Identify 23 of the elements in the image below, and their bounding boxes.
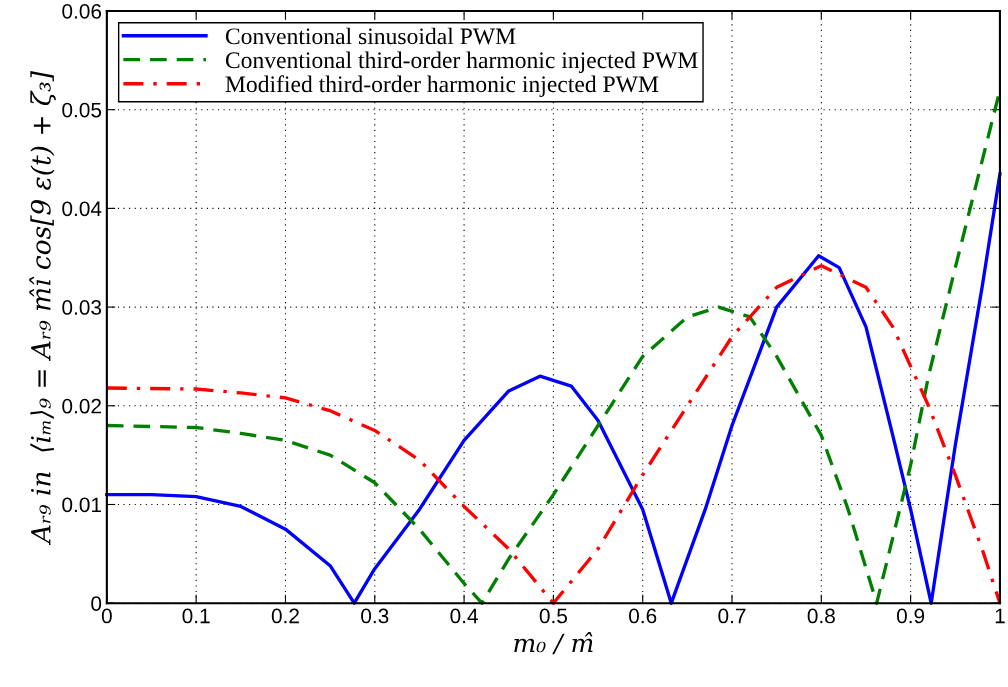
y-axis-title: Aᵣ₉ in ⟨iₘ⟩₉ = Aᵣ₉ m̂î cos[9 ε(t) + ζ₃] xyxy=(29,70,56,546)
y-tick-label: 0.01 xyxy=(62,497,101,513)
x-tick-label: 0.1 xyxy=(182,608,210,624)
x-axis-title: m₀ / m̂ xyxy=(514,632,593,655)
x-tick-label: 0.9 xyxy=(896,608,925,624)
x-tick-label: 0.3 xyxy=(361,608,389,624)
y-tick-label: 0.06 xyxy=(62,3,102,19)
y-tick-label: 0 xyxy=(91,596,102,611)
x-tick-label: 0 xyxy=(101,608,112,624)
y-tick-label: 0.02 xyxy=(62,398,101,414)
x-tick-label: 0.5 xyxy=(539,608,567,624)
x-tick-label: 1 xyxy=(995,608,1005,624)
x-tick-label: 0.4 xyxy=(450,608,478,624)
legend-label: Modified third-order harmonic injected PWM xyxy=(225,75,659,98)
x-tick-label: 0.2 xyxy=(271,608,299,624)
y-tick-label: 0.05 xyxy=(62,102,102,118)
legend-label: Conventional sinusoidal PWM xyxy=(225,27,516,45)
x-tick-label: 0.7 xyxy=(718,608,746,624)
legend-label: Conventional third-order harmonic injected PWM xyxy=(225,51,698,73)
y-tick-label: 0.03 xyxy=(62,300,102,315)
x-tick-label: 0.6 xyxy=(629,608,657,624)
y-tick-label: 0.04 xyxy=(62,201,102,217)
x-tick-label: 0.8 xyxy=(807,608,835,624)
